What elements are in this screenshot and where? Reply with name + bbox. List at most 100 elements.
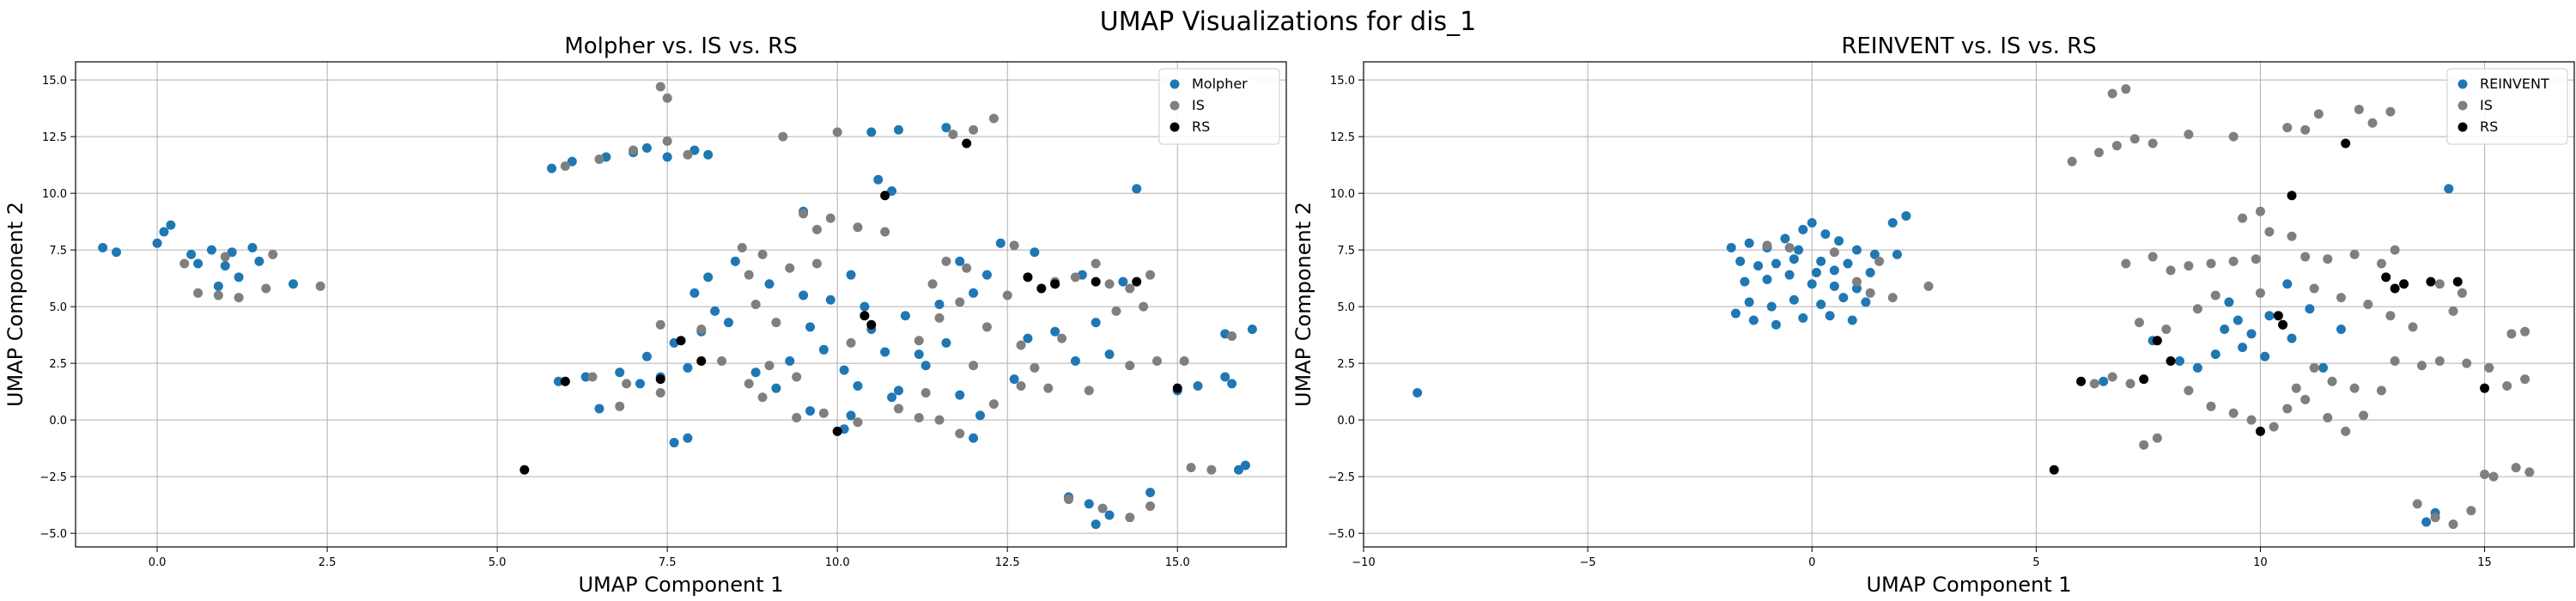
y-tick-label: 5.0	[1337, 301, 1355, 314]
y-tick-label: 5.0	[49, 301, 67, 314]
data-point	[2260, 351, 2270, 361]
data-point	[2255, 426, 2265, 436]
data-point	[2269, 422, 2279, 432]
data-point	[805, 406, 816, 416]
data-point	[818, 408, 829, 418]
legend: REINVENT IS RS	[2446, 68, 2568, 145]
data-point	[969, 433, 979, 443]
data-point	[2282, 279, 2293, 289]
data-point	[1784, 242, 1795, 252]
data-point	[2107, 88, 2117, 99]
data-point	[2246, 415, 2257, 425]
data-point	[988, 399, 999, 410]
data-point	[1820, 229, 1831, 240]
data-point	[1816, 300, 1826, 309]
data-point	[112, 247, 122, 258]
data-point	[234, 272, 244, 282]
data-point	[641, 143, 652, 153]
series-reinvent	[1413, 184, 2454, 527]
data-point	[186, 249, 197, 259]
data-point	[2228, 256, 2239, 266]
data-point	[818, 344, 829, 355]
data-point	[825, 213, 835, 223]
data-point	[1023, 333, 1033, 343]
legend-box	[1158, 68, 1280, 145]
data-point	[799, 209, 809, 219]
data-point	[1816, 256, 1826, 266]
data-point	[2166, 265, 2176, 276]
y-tick-label: −2.5	[1327, 471, 1355, 484]
data-point	[2408, 322, 2418, 332]
data-point	[955, 297, 965, 307]
data-point	[1172, 383, 1182, 393]
data-point	[683, 433, 693, 443]
data-point	[2457, 288, 2467, 298]
data-point	[2305, 304, 2315, 314]
data-point	[1838, 293, 1849, 303]
data-point	[2349, 249, 2360, 259]
data-point	[750, 300, 761, 309]
data-point	[1070, 356, 1080, 367]
data-point	[1869, 249, 1880, 259]
x-tick-label: 0.0	[149, 556, 167, 569]
data-point	[166, 220, 176, 230]
data-point	[969, 288, 979, 298]
data-point	[764, 361, 775, 371]
data-point	[580, 372, 591, 382]
data-point	[2192, 362, 2202, 373]
y-tick-label: 0.0	[49, 415, 67, 428]
data-point	[519, 464, 530, 475]
legend-label: RS	[1192, 118, 1210, 135]
data-point	[2506, 329, 2517, 339]
data-point	[1091, 276, 1101, 287]
x-tick-label: 15	[2477, 556, 2492, 569]
data-point	[703, 272, 714, 282]
data-point	[1091, 258, 1101, 269]
data-point	[2376, 258, 2386, 269]
y-tick-label: 15.0	[42, 75, 67, 88]
data-point	[1771, 258, 1781, 269]
data-point	[969, 361, 979, 371]
data-point	[696, 325, 707, 335]
subplot-2: −10 −5 0 5 10 15 −5.0 −2.5 0.0 2.5 5.0 7.5 10.0 12.5 1…	[1291, 33, 2575, 597]
series-molpher	[98, 123, 1257, 530]
data-point	[962, 138, 972, 149]
data-point	[771, 318, 781, 328]
data-point	[955, 390, 965, 400]
data-point	[811, 224, 822, 234]
data-point	[1789, 254, 1799, 264]
data-point	[914, 336, 924, 346]
data-point	[703, 149, 714, 160]
data-point	[744, 379, 754, 389]
data-point	[1851, 283, 1862, 294]
data-point	[2067, 156, 2077, 167]
data-point	[1070, 272, 1080, 282]
data-point	[785, 263, 795, 273]
data-point	[995, 238, 1005, 248]
data-point	[2255, 206, 2265, 216]
x-tick-label: 5	[2032, 556, 2039, 569]
data-point	[1050, 279, 1060, 289]
data-point	[1132, 184, 1142, 194]
data-point	[1097, 503, 1108, 513]
data-point	[2300, 252, 2311, 262]
data-point	[2390, 245, 2400, 255]
data-point	[1753, 261, 1764, 271]
series-is	[179, 82, 1237, 523]
data-point	[2255, 288, 2265, 298]
data-point	[560, 161, 570, 171]
data-point	[2099, 376, 2109, 386]
data-point	[2426, 276, 2436, 287]
data-point	[1413, 387, 1423, 398]
data-point	[1735, 256, 1746, 266]
data-point	[1084, 499, 1094, 509]
legend-marker	[1170, 79, 1180, 89]
data-point	[2520, 374, 2530, 385]
data-point	[1861, 297, 1871, 307]
data-point	[615, 367, 625, 378]
data-point	[2049, 464, 2059, 475]
data-point	[2278, 319, 2288, 330]
data-point	[920, 387, 931, 398]
data-point	[2251, 254, 2261, 264]
data-point	[710, 306, 720, 316]
